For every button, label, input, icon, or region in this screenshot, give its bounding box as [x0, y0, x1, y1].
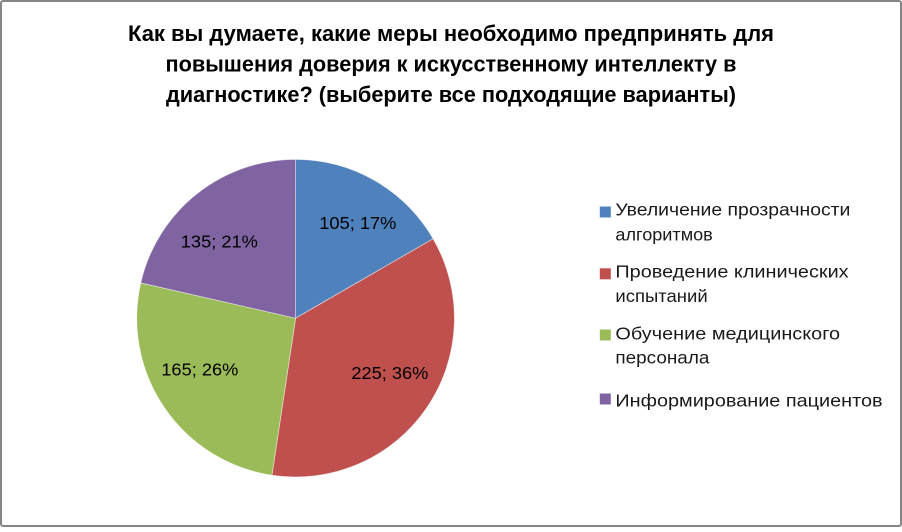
- svg-text:персонала: персонала: [615, 348, 709, 368]
- svg-text:105; 17%: 105; 17%: [319, 213, 396, 233]
- svg-text:повышения доверия к искусствен: повышения доверия к искусственному интел…: [166, 52, 737, 77]
- svg-text:Как вы думаете, какие меры нео: Как вы думаете, какие меры необходимо пр…: [128, 21, 774, 46]
- svg-text:Проведение клинических: Проведение клинических: [615, 262, 849, 282]
- svg-text:225; 36%: 225; 36%: [351, 363, 428, 383]
- svg-text:алгоритмов: алгоритмов: [615, 225, 712, 245]
- svg-text:Обучение медицинского: Обучение медицинского: [615, 323, 840, 343]
- svg-text:диагностике? (выберите все под: диагностике? (выберите все подходящие ва…: [166, 82, 736, 107]
- svg-text:Увеличение прозрачности: Увеличение прозрачности: [615, 200, 850, 220]
- svg-text:165; 26%: 165; 26%: [161, 360, 238, 380]
- svg-text:испытаний: испытаний: [615, 286, 707, 306]
- svg-text:Информирование пациентов: Информирование пациентов: [615, 391, 882, 411]
- svg-text:135; 21%: 135; 21%: [181, 231, 258, 251]
